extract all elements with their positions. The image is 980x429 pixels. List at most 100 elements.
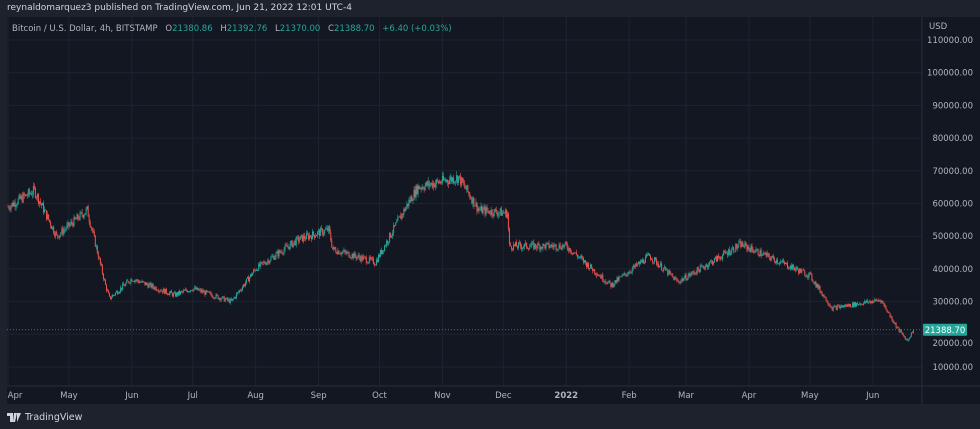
candle (671, 273, 673, 277)
candle (806, 273, 808, 278)
candle (908, 337, 910, 341)
candle (400, 212, 402, 219)
candle (425, 181, 427, 187)
candle (906, 338, 908, 341)
candle (601, 273, 603, 280)
candle (884, 303, 886, 309)
candle (160, 288, 162, 292)
price-axis[interactable]: 110000.00 100000.00 90000.00 80000.00 70000.… (927, 36, 973, 373)
candle (533, 239, 535, 251)
candle (198, 288, 200, 291)
candle (473, 197, 475, 210)
candle (363, 255, 365, 259)
candle (263, 260, 265, 266)
candle (594, 268, 596, 276)
candle (237, 290, 239, 294)
candle (550, 244, 552, 249)
candle (877, 299, 879, 302)
candle (852, 301, 854, 308)
candle (352, 253, 354, 261)
candle (235, 292, 237, 300)
candle (696, 266, 698, 276)
candle (193, 288, 195, 293)
candle (786, 262, 788, 266)
candle (126, 279, 128, 284)
candle (885, 305, 887, 310)
candle (57, 234, 59, 240)
candle (521, 243, 523, 252)
candle (859, 302, 861, 305)
candle (827, 300, 829, 307)
candle (788, 266, 790, 270)
candle (635, 261, 637, 268)
candle (218, 297, 220, 301)
candle (234, 296, 236, 300)
candle (757, 248, 759, 256)
candle (721, 256, 723, 260)
candle (135, 279, 137, 283)
candle (608, 280, 610, 283)
candle (105, 283, 107, 293)
candle (804, 269, 806, 277)
chart-pane[interactable]: Bitcoin / U.S. Dollar, 4h, BITSTAMP O213… (7, 17, 980, 404)
candle (337, 247, 339, 255)
candle (701, 264, 703, 268)
time-axis[interactable]: Apr May Jun Jul Aug Sep Oct Nov Dec 2022 Feb Mar Apr… (8, 391, 880, 401)
candle (803, 267, 805, 272)
candle (502, 209, 504, 214)
candle (181, 290, 183, 294)
candle (154, 286, 156, 291)
candle (580, 253, 582, 260)
candle (587, 261, 589, 269)
candle (302, 233, 304, 244)
candle (209, 290, 211, 295)
candle (652, 257, 654, 265)
candle (512, 241, 514, 252)
candle (648, 253, 650, 256)
candle (659, 265, 661, 268)
candle (766, 250, 768, 258)
candle (418, 185, 420, 190)
candle (838, 304, 840, 309)
candle (305, 230, 307, 240)
candle (24, 193, 26, 197)
candle (754, 249, 756, 254)
candle (631, 266, 633, 275)
candle (37, 192, 39, 206)
candle (869, 299, 871, 304)
candle (367, 261, 369, 264)
candle (910, 332, 912, 338)
candle (693, 269, 695, 276)
candle (797, 266, 799, 271)
candle (752, 247, 754, 254)
candle (753, 250, 755, 255)
candle (641, 257, 643, 264)
candle (872, 299, 874, 304)
candle (811, 273, 813, 282)
candle (492, 213, 494, 219)
candle (610, 283, 612, 290)
candle (430, 182, 432, 186)
candle (64, 226, 66, 234)
last-price-marker: 21388.70 (7, 323, 967, 336)
candle (678, 280, 680, 285)
candle (422, 185, 424, 190)
candle (44, 206, 46, 214)
footer: TradingView (0, 404, 980, 429)
candle (140, 281, 142, 283)
candle (338, 250, 340, 255)
tradingview-logo[interactable]: TradingView (7, 412, 82, 423)
close-label: C (328, 24, 334, 34)
price-chart[interactable]: USD 110000.00 100000.00 90000.00 80000.00 70… (7, 17, 980, 404)
candle (327, 225, 329, 232)
candle (629, 270, 631, 274)
candle (58, 236, 60, 239)
candle (23, 191, 25, 199)
candle (292, 242, 294, 249)
candle (258, 262, 260, 272)
candle (398, 216, 400, 219)
candle (636, 262, 638, 268)
candle (429, 182, 431, 188)
candle (812, 279, 814, 283)
candle (749, 247, 751, 253)
